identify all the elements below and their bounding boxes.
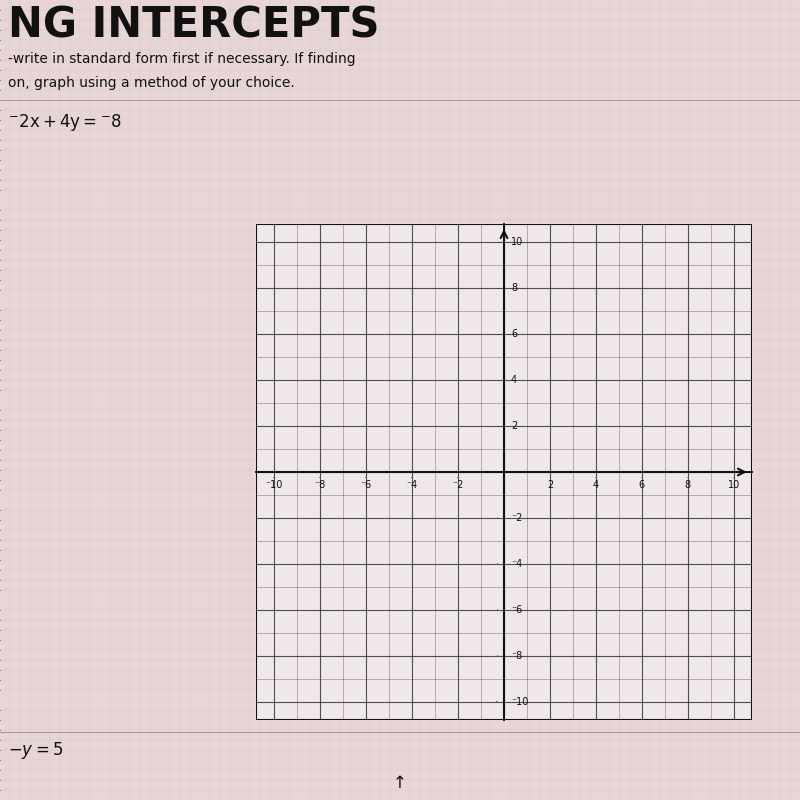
Text: NG INTERCEPTS: NG INTERCEPTS	[8, 4, 379, 46]
Text: 6: 6	[511, 330, 517, 339]
Text: $\mathregular{{}^{-}2x + 4y = {}^{-}8}$: $\mathregular{{}^{-}2x + 4y = {}^{-}8}$	[8, 112, 122, 133]
Text: ↑: ↑	[393, 774, 407, 792]
Text: ⁻8: ⁻8	[314, 480, 326, 490]
Text: ⁻2: ⁻2	[511, 513, 522, 523]
Text: 4: 4	[511, 375, 517, 385]
Text: ⁻10: ⁻10	[266, 480, 283, 490]
Text: 8: 8	[511, 283, 517, 294]
Text: $- y = 5$: $- y = 5$	[8, 740, 63, 761]
Text: ⁻4: ⁻4	[406, 480, 418, 490]
Text: ⁻2: ⁻2	[452, 480, 464, 490]
Text: ⁻8: ⁻8	[511, 650, 522, 661]
Text: 10: 10	[511, 238, 523, 247]
Text: -write in standard form first if necessary. If finding: -write in standard form first if necessa…	[8, 52, 356, 66]
Text: ⁻6: ⁻6	[361, 480, 372, 490]
Text: 4: 4	[593, 480, 599, 490]
Text: 10: 10	[727, 480, 740, 490]
Text: 2: 2	[547, 480, 553, 490]
Text: ⁻10: ⁻10	[511, 697, 528, 706]
Text: 8: 8	[685, 480, 690, 490]
Text: 2: 2	[511, 421, 517, 431]
Text: 6: 6	[638, 480, 645, 490]
Text: ⁻4: ⁻4	[511, 559, 522, 569]
Text: on, graph using a method of your choice.: on, graph using a method of your choice.	[8, 76, 294, 90]
Text: ⁻6: ⁻6	[511, 605, 522, 614]
